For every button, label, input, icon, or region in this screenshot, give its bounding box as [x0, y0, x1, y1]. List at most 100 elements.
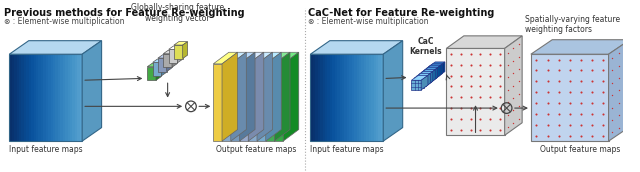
Polygon shape	[284, 52, 299, 141]
Polygon shape	[505, 36, 522, 135]
Polygon shape	[56, 54, 58, 141]
Polygon shape	[168, 46, 182, 49]
Polygon shape	[325, 54, 328, 141]
Polygon shape	[344, 54, 348, 141]
Polygon shape	[354, 54, 357, 141]
Polygon shape	[231, 52, 246, 141]
Polygon shape	[275, 52, 290, 141]
Polygon shape	[416, 76, 426, 86]
Polygon shape	[174, 45, 182, 58]
Text: Output feature maps: Output feature maps	[216, 145, 296, 154]
Text: ⊗ : Element-wise multiplication: ⊗ : Element-wise multiplication	[308, 17, 429, 26]
Text: ⊗ : Element-wise multiplication: ⊗ : Element-wise multiplication	[4, 17, 125, 26]
Text: Output feature maps: Output feature maps	[540, 145, 621, 154]
Polygon shape	[332, 54, 335, 141]
Polygon shape	[431, 68, 438, 82]
Text: Input feature maps: Input feature maps	[310, 145, 383, 154]
Polygon shape	[371, 54, 374, 141]
Polygon shape	[19, 54, 22, 141]
Polygon shape	[48, 54, 51, 141]
Polygon shape	[168, 49, 177, 63]
Polygon shape	[257, 52, 281, 64]
Polygon shape	[172, 50, 177, 67]
Polygon shape	[419, 70, 435, 74]
Polygon shape	[426, 69, 436, 78]
Polygon shape	[416, 72, 433, 76]
Polygon shape	[166, 55, 172, 72]
Polygon shape	[177, 46, 182, 63]
Polygon shape	[266, 52, 290, 64]
Polygon shape	[275, 52, 299, 64]
Polygon shape	[356, 54, 360, 141]
Polygon shape	[63, 54, 66, 141]
Polygon shape	[158, 58, 166, 72]
Polygon shape	[335, 54, 338, 141]
Text: Input feature maps: Input feature maps	[9, 145, 83, 154]
Polygon shape	[60, 54, 63, 141]
Polygon shape	[433, 66, 440, 80]
Polygon shape	[378, 54, 381, 141]
Polygon shape	[362, 54, 364, 141]
Polygon shape	[158, 55, 172, 58]
Polygon shape	[426, 64, 442, 69]
Polygon shape	[213, 64, 222, 141]
Polygon shape	[328, 54, 330, 141]
Polygon shape	[10, 54, 12, 141]
Polygon shape	[366, 54, 369, 141]
Polygon shape	[421, 73, 431, 82]
Polygon shape	[436, 64, 442, 78]
Polygon shape	[424, 66, 440, 71]
Polygon shape	[31, 54, 34, 141]
Polygon shape	[412, 80, 421, 90]
Polygon shape	[376, 54, 379, 141]
Polygon shape	[412, 76, 428, 80]
Polygon shape	[156, 63, 161, 80]
Polygon shape	[266, 64, 275, 141]
Polygon shape	[41, 54, 44, 141]
Polygon shape	[174, 42, 188, 45]
Polygon shape	[446, 48, 505, 135]
Polygon shape	[257, 64, 266, 141]
Polygon shape	[248, 64, 257, 141]
Polygon shape	[72, 54, 76, 141]
Polygon shape	[320, 54, 323, 141]
Polygon shape	[75, 54, 78, 141]
Polygon shape	[161, 59, 166, 76]
Polygon shape	[24, 54, 27, 141]
Polygon shape	[424, 73, 430, 88]
Polygon shape	[222, 64, 231, 141]
Text: Globally-sharing feature
weighting vector: Globally-sharing feature weighting vecto…	[131, 3, 224, 23]
Polygon shape	[317, 54, 321, 141]
Polygon shape	[213, 52, 237, 64]
Polygon shape	[10, 41, 102, 54]
Polygon shape	[80, 54, 83, 141]
Polygon shape	[147, 67, 156, 80]
Polygon shape	[222, 52, 237, 141]
Polygon shape	[14, 54, 17, 141]
Polygon shape	[26, 54, 29, 141]
Polygon shape	[231, 52, 255, 64]
Polygon shape	[426, 72, 433, 86]
Polygon shape	[421, 68, 438, 73]
Polygon shape	[342, 54, 345, 141]
Polygon shape	[36, 54, 39, 141]
Polygon shape	[53, 54, 56, 141]
Polygon shape	[275, 64, 284, 141]
Polygon shape	[29, 54, 31, 141]
Polygon shape	[82, 41, 102, 141]
Polygon shape	[266, 52, 281, 141]
Polygon shape	[147, 63, 161, 67]
Polygon shape	[257, 52, 273, 141]
Polygon shape	[349, 54, 352, 141]
Polygon shape	[428, 67, 438, 76]
Polygon shape	[239, 52, 255, 141]
Polygon shape	[531, 54, 609, 141]
Polygon shape	[330, 54, 333, 141]
Polygon shape	[446, 36, 522, 48]
Polygon shape	[383, 41, 403, 141]
Polygon shape	[347, 54, 349, 141]
Polygon shape	[313, 54, 316, 141]
Polygon shape	[419, 74, 428, 84]
Polygon shape	[340, 54, 342, 141]
Polygon shape	[323, 54, 326, 141]
